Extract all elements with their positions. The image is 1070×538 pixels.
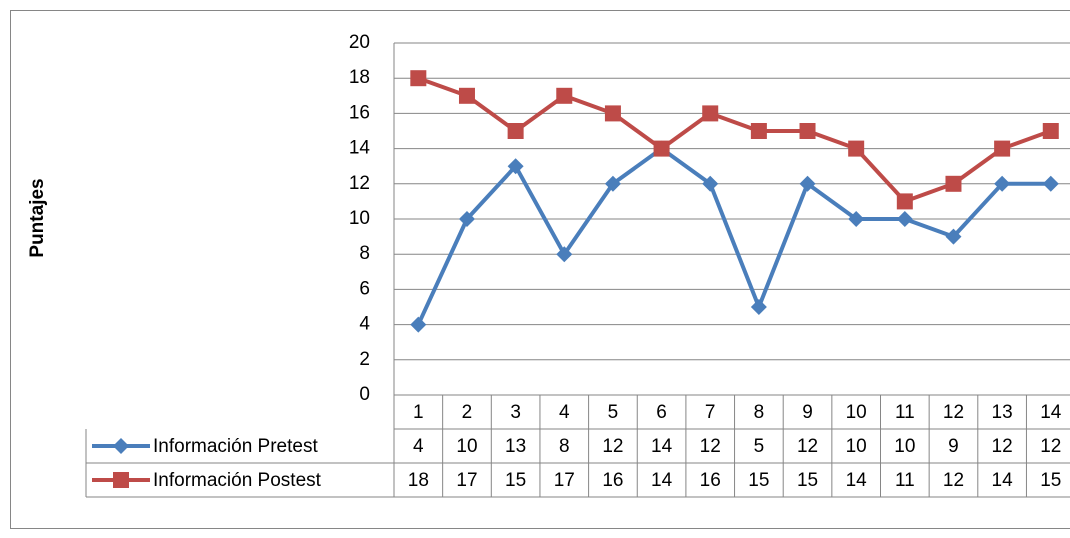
y-tick-label: 4 — [359, 314, 370, 335]
y-tick-label: 20 — [349, 32, 370, 53]
table-value: 11 — [895, 470, 915, 491]
table-value: 12 — [700, 436, 721, 457]
x-tick-label: 11 — [895, 402, 915, 423]
table-value: 15 — [505, 470, 526, 491]
point — [799, 123, 816, 139]
x-tick-label: 12 — [943, 402, 964, 423]
table-value: 15 — [797, 470, 818, 491]
point — [556, 87, 573, 104]
table-value: 12 — [1040, 436, 1061, 457]
point — [1042, 123, 1059, 139]
y-tick-label: 10 — [349, 208, 370, 229]
table-value: 15 — [1040, 470, 1061, 491]
point — [604, 175, 621, 192]
legend-label: Información Postest — [153, 470, 322, 491]
point — [750, 299, 767, 315]
x-tick-label: 10 — [846, 402, 867, 423]
point — [507, 158, 524, 175]
point — [994, 140, 1011, 157]
point — [410, 316, 427, 333]
point — [896, 211, 913, 227]
table-value: 15 — [748, 470, 769, 491]
point — [1042, 175, 1059, 192]
table-value: 8 — [559, 436, 570, 457]
table-value: 16 — [602, 470, 623, 491]
y-tick-label: 2 — [359, 349, 370, 370]
y-tick-label: 16 — [349, 102, 370, 123]
point — [556, 246, 573, 263]
table-value: 10 — [846, 436, 867, 457]
point — [702, 175, 719, 192]
point — [458, 87, 475, 104]
table-value: 12 — [992, 436, 1013, 457]
point — [799, 175, 816, 192]
point — [750, 123, 767, 139]
point — [702, 105, 719, 122]
point — [994, 175, 1011, 192]
table-value: 17 — [456, 470, 477, 491]
x-tick-label: 5 — [608, 402, 619, 423]
point — [945, 175, 962, 192]
y-tick-label: 0 — [359, 384, 370, 405]
table-value: 10 — [894, 436, 915, 457]
table-value: 12 — [797, 436, 818, 457]
table-value: 17 — [554, 470, 575, 491]
x-tick-label: 2 — [462, 402, 473, 423]
table-value: 14 — [992, 470, 1014, 491]
x-tick-label: 8 — [754, 402, 765, 423]
y-tick-label: 18 — [349, 67, 370, 88]
y-tick-label: 6 — [359, 278, 370, 299]
x-tick-label: 4 — [559, 402, 570, 423]
point — [458, 211, 475, 227]
table-value: 12 — [602, 436, 623, 457]
table-value: 12 — [943, 470, 964, 491]
point — [507, 123, 524, 139]
y-tick-label: 8 — [359, 243, 370, 264]
point — [848, 211, 865, 227]
x-tick-label: 13 — [992, 402, 1013, 423]
point — [653, 140, 670, 157]
table-value: 18 — [408, 470, 429, 491]
point — [113, 472, 129, 488]
x-tick-label: 6 — [656, 402, 667, 423]
table-value: 14 — [846, 470, 868, 491]
table-value: 4 — [413, 436, 424, 457]
series-line — [417, 76, 1052, 204]
y-tick-label: 14 — [349, 138, 371, 159]
point — [410, 70, 427, 87]
table-value: 14 — [651, 470, 673, 491]
table-value: 16 — [700, 470, 721, 491]
x-tick-label: 3 — [510, 402, 521, 423]
point — [848, 140, 865, 157]
point — [604, 105, 621, 122]
table-value: 14 — [651, 436, 673, 457]
point — [945, 228, 962, 245]
table-value: 10 — [456, 436, 477, 457]
series-line — [416, 146, 1051, 326]
table-value: 5 — [754, 436, 765, 457]
table-value: 13 — [505, 436, 526, 457]
point — [896, 193, 913, 210]
y-tick-label: 12 — [349, 173, 370, 194]
x-tick-label: 14 — [1040, 402, 1062, 423]
point — [113, 438, 129, 454]
x-tick-label: 9 — [802, 402, 813, 423]
x-tick-label: 1 — [413, 402, 424, 423]
legend-label: Información Pretest — [153, 436, 318, 457]
y-axis-title: Puntajes — [27, 178, 48, 257]
x-tick-label: 7 — [705, 402, 716, 423]
table-value: 9 — [948, 436, 959, 457]
